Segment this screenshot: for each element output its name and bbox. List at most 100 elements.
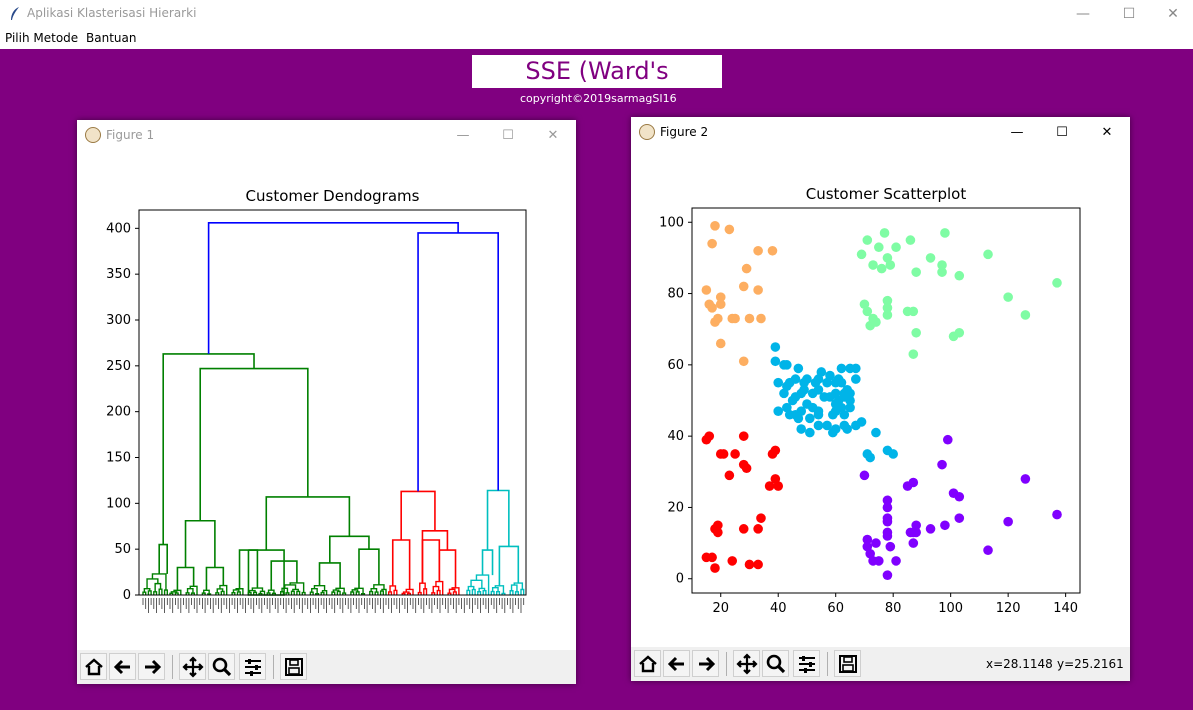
zoom-button[interactable] — [208, 653, 235, 680]
figure1-maximize-button[interactable]: ☐ — [502, 127, 514, 143]
scatter-point — [730, 313, 740, 324]
back-arrow-button[interactable] — [663, 650, 690, 677]
scatter-point — [707, 238, 717, 249]
chart-title: Customer Scatterplot — [806, 185, 967, 203]
dendrogram-link — [332, 589, 340, 593]
maximize-button[interactable]: ☐ — [1122, 6, 1136, 22]
scatter-point — [707, 552, 717, 563]
scatter-point — [756, 513, 766, 523]
home-button[interactable] — [634, 650, 661, 677]
scatter-point — [704, 431, 715, 441]
scatter-point — [882, 310, 893, 320]
scatter-point — [836, 377, 847, 388]
figure2-title: Figure 2 — [660, 125, 709, 139]
x-tick-label: 40 — [770, 601, 787, 616]
main-titlebar: Aplikasi Klasterisasi Hierarki — ☐ ✕ — [0, 0, 1193, 28]
figure2-close-button[interactable]: ✕ — [1101, 124, 1113, 140]
scatter-point — [937, 267, 947, 277]
close-button[interactable]: ✕ — [1167, 6, 1179, 22]
figure2-titlebar: Figure 2 — ☐ ✕ — [631, 117, 1130, 147]
dendrogram-link — [296, 590, 301, 595]
dendrogram-link — [431, 592, 436, 595]
scatter-point — [707, 303, 717, 313]
scatter-point — [793, 363, 804, 374]
save-button[interactable] — [280, 653, 307, 680]
scatter-point — [816, 367, 827, 377]
dendrogram-link — [361, 592, 366, 595]
scatter-point — [851, 374, 861, 384]
scatter-point — [753, 559, 763, 570]
dendrogram-link — [215, 592, 220, 595]
scatter-point — [773, 377, 784, 388]
scatter-point — [741, 463, 752, 474]
dendrogram-link — [285, 592, 290, 595]
scatter-point — [753, 285, 763, 295]
scatter-point — [885, 541, 896, 552]
scatter-point — [940, 228, 950, 238]
home-button[interactable] — [80, 653, 107, 680]
y-tick-label: 0 — [123, 588, 131, 603]
scatter-point — [744, 559, 755, 570]
dendrogram-link — [331, 591, 336, 595]
menu-bantuan[interactable]: Bantuan — [86, 31, 137, 45]
dendrogram-link — [170, 591, 178, 594]
dendrogram-link — [466, 589, 471, 595]
scatter-point — [796, 424, 807, 434]
pan-button[interactable] — [179, 653, 206, 680]
minimize-button[interactable]: — — [1076, 6, 1090, 22]
configure-subplots-button[interactable] — [793, 650, 820, 677]
dendrogram-link — [436, 589, 441, 595]
dendrogram-link — [452, 591, 457, 595]
dendrogram-link — [351, 589, 359, 593]
y-tick-label: 100 — [659, 215, 684, 230]
dendrogram-link — [369, 590, 374, 595]
scatter-point — [710, 221, 720, 231]
scatter-point — [738, 524, 749, 534]
scatter-point — [856, 249, 867, 260]
scatter-point — [954, 270, 965, 281]
zoom-button[interactable] — [762, 650, 789, 677]
dendrogram-link — [498, 545, 520, 586]
scatter-point — [813, 420, 824, 431]
scatter-point — [882, 502, 893, 513]
scatter-point — [954, 327, 965, 338]
scatter-point — [891, 556, 901, 566]
scatter-point — [738, 281, 749, 292]
back-arrow-button[interactable] — [109, 653, 136, 680]
dendrogram-link — [207, 222, 459, 354]
dendrogram-link — [318, 562, 341, 589]
scatter-point — [802, 374, 812, 384]
save-button[interactable] — [834, 650, 861, 677]
scatter-point — [871, 538, 881, 548]
configure-subplots-button[interactable] — [239, 653, 266, 680]
chart-title: Customer Dendograms — [246, 187, 420, 205]
dendrogram-link — [481, 549, 494, 576]
scatter-point — [753, 245, 763, 256]
scatter-point — [879, 228, 890, 238]
dendrogram-link — [184, 519, 216, 568]
scatter-point — [882, 513, 893, 523]
figure1-close-button[interactable]: ✕ — [547, 127, 559, 143]
x-tick-label: 60 — [827, 601, 844, 616]
forward-arrow-button[interactable] — [138, 653, 165, 680]
scatter-point — [830, 424, 841, 434]
dendrogram-link — [163, 589, 168, 595]
dendrogram-link — [292, 588, 299, 592]
dendrogram-chart[interactable]: Customer Dendograms 0 50 100 150 200 250 300 350… — [77, 150, 576, 650]
scatter-point — [1003, 516, 1013, 527]
figure1-minimize-button[interactable]: — — [456, 127, 470, 143]
scatter-point — [908, 477, 919, 488]
dendrogram-link — [447, 592, 452, 595]
scatter-point — [727, 556, 738, 566]
figure2-maximize-button[interactable]: ☐ — [1056, 124, 1068, 140]
menu-pilih-metode[interactable]: Pilih Metode — [5, 31, 79, 45]
dendrogram-link — [421, 539, 441, 584]
dendrogram-link — [520, 588, 525, 595]
scatter-point — [842, 424, 852, 434]
scatter-point — [718, 449, 729, 459]
pan-button[interactable] — [733, 650, 760, 677]
scatter-chart[interactable]: Customer Scatterplot 20 40 60 80 100 120 140 0 20… — [631, 147, 1130, 647]
figure2-minimize-button[interactable]: — — [1010, 124, 1024, 140]
scatter-point — [724, 224, 735, 235]
forward-arrow-button[interactable] — [692, 650, 719, 677]
